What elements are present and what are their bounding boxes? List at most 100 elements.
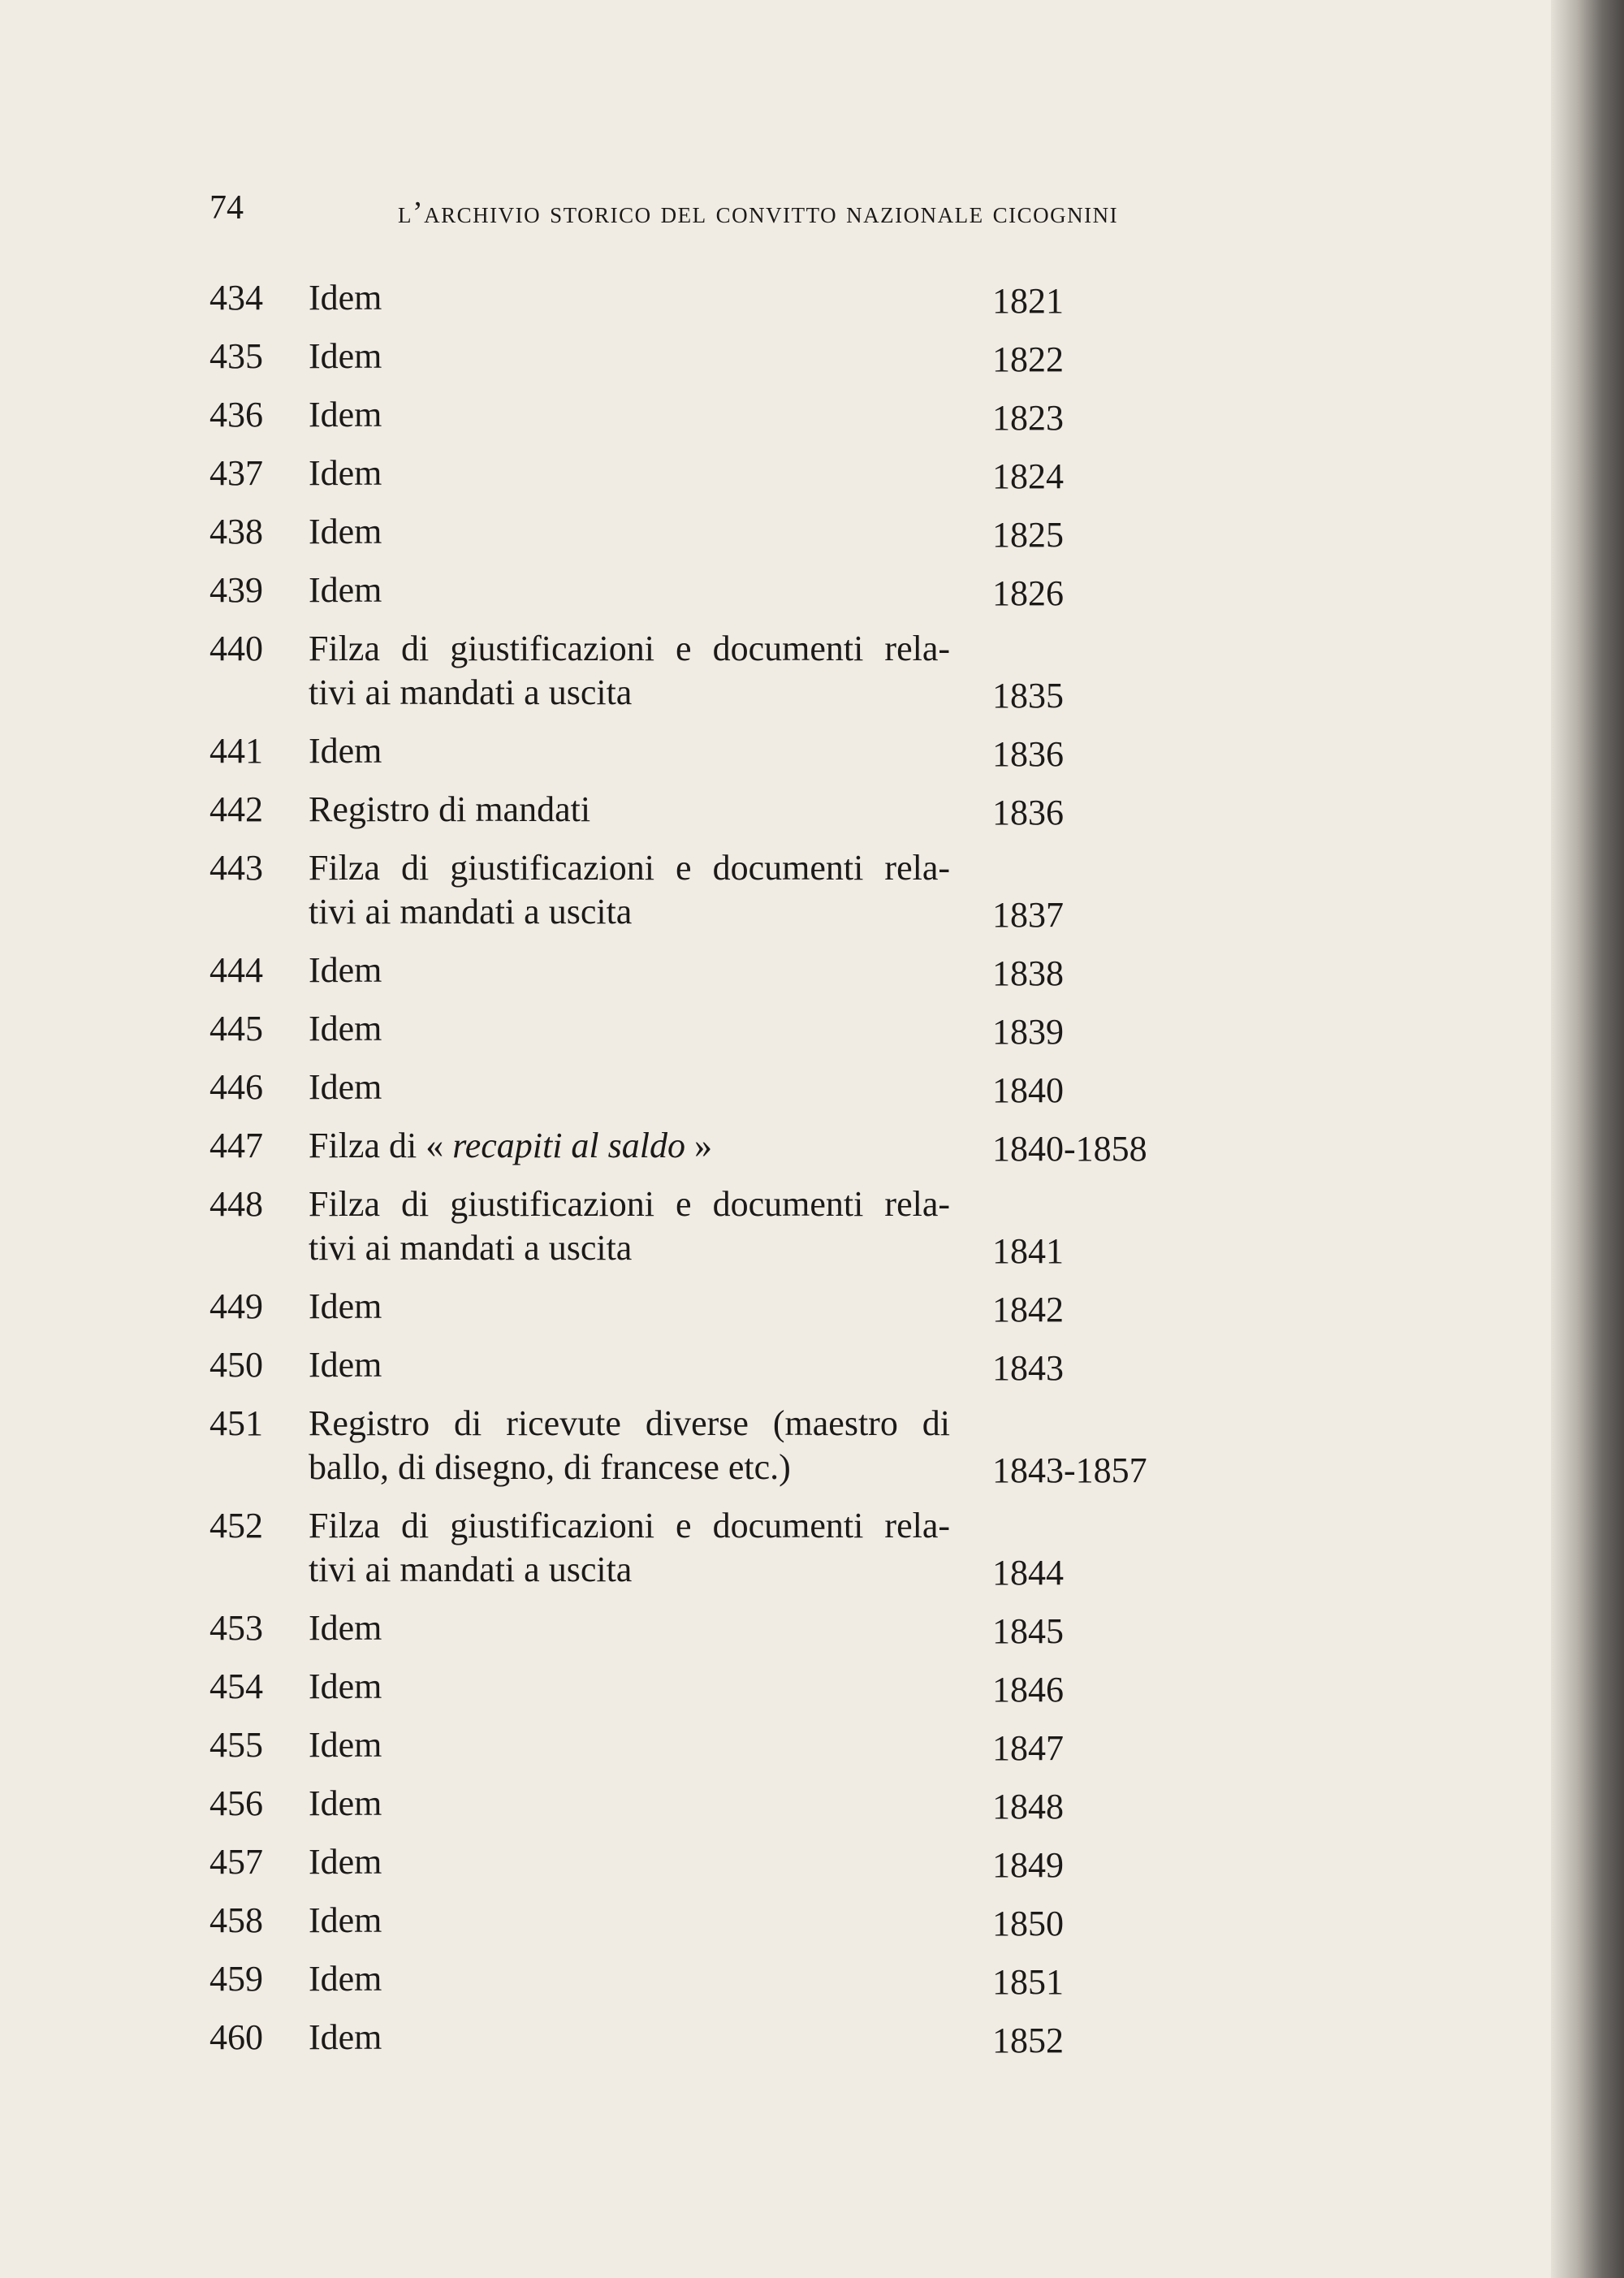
text-segment: Idem: [309, 1725, 382, 1765]
entry-description: Idem: [309, 2016, 950, 2060]
entry-number: 445: [209, 1009, 263, 1048]
description-line: Idem: [309, 1665, 950, 1709]
archive-entry: 434 Idem 1821: [209, 269, 1233, 327]
entry-date: 1821: [992, 281, 1064, 321]
entry-description: Idem: [309, 1285, 950, 1329]
description-line: Registro di mandati: [309, 788, 950, 832]
entry-number: 440: [209, 629, 263, 668]
description-line: tivi ai mandati a uscita: [309, 671, 950, 715]
italic-text: recapiti al saldo: [452, 1126, 685, 1165]
text-segment: ballo, di disegno, di francese etc.): [309, 1447, 791, 1487]
entry-number: 450: [209, 1345, 263, 1385]
description-line: Idem: [309, 949, 950, 992]
entry-description: Idem: [309, 1782, 950, 1826]
entry-number: 452: [209, 1506, 263, 1545]
description-line: tivi ai mandati a uscita: [309, 890, 950, 934]
entry-date: 1841: [992, 1231, 1064, 1271]
description-line: Idem: [309, 1606, 950, 1650]
archive-entry: 440 Filza di giustificazioni e documenti …: [209, 620, 1233, 722]
text-segment: »: [685, 1126, 712, 1165]
entry-description: Idem: [309, 510, 950, 554]
text-segment: Idem: [309, 1345, 382, 1385]
entry-date: 1840-1858: [992, 1129, 1147, 1169]
entry-date: 1836: [992, 793, 1064, 832]
entry-number: 457: [209, 1842, 263, 1882]
entry-number: 439: [209, 570, 263, 610]
description-line: Idem: [309, 510, 950, 554]
entry-number: 448: [209, 1184, 263, 1224]
entry-description: Idem: [309, 1723, 950, 1767]
description-line: Filza di giustificazioni e documenti rel…: [309, 1182, 950, 1226]
archive-entry: 456 Idem 1848: [209, 1774, 1233, 1833]
entry-date: 1843: [992, 1348, 1064, 1388]
description-line: Idem: [309, 568, 950, 612]
description-line: Idem: [309, 1343, 950, 1387]
entry-description: Idem: [309, 1343, 950, 1387]
description-line: Idem: [309, 276, 950, 320]
text-segment: Filza di giustificazioni e documenti rel…: [309, 629, 950, 668]
entry-number: 442: [209, 789, 263, 829]
text-segment: Idem: [309, 395, 382, 434]
archive-entry: 436 Idem 1823: [209, 386, 1233, 444]
description-line: Idem: [309, 729, 950, 773]
text-segment: Registro di ricevute diverse (maestro di: [309, 1403, 950, 1443]
entry-number: 436: [209, 395, 263, 434]
entry-number: 449: [209, 1286, 263, 1326]
description-line: Filza di giustificazioni e documenti rel…: [309, 1504, 950, 1548]
text-segment: Filza di giustificazioni e documenti rel…: [309, 1184, 950, 1224]
entry-date: 1838: [992, 953, 1064, 993]
entry-date: 1849: [992, 1845, 1064, 1885]
archive-entry: 450 Idem 1843: [209, 1336, 1233, 1394]
archive-entry: 454 Idem 1846: [209, 1658, 1233, 1716]
text-segment: Filza di giustificazioni e documenti rel…: [309, 1506, 950, 1545]
entry-number: 458: [209, 1900, 263, 1940]
archive-entry: 452 Filza di giustificazioni e documenti …: [209, 1497, 1233, 1599]
entry-date: 1824: [992, 456, 1064, 496]
description-line: Idem: [309, 1782, 950, 1826]
archive-entry: 435 Idem 1822: [209, 327, 1233, 386]
entry-date: 1842: [992, 1290, 1064, 1329]
entry-number: 456: [209, 1783, 263, 1823]
description-line: Filza di giustificazioni e documenti rel…: [309, 846, 950, 890]
archive-entry: 451 Registro di ricevute diverse (maestro…: [209, 1394, 1233, 1497]
description-line: Idem: [309, 452, 950, 495]
text-segment: tivi ai mandati a uscita: [309, 672, 633, 712]
archive-entry: 453 Idem 1845: [209, 1599, 1233, 1658]
text-segment: Idem: [309, 278, 382, 318]
description-line: Idem: [309, 1285, 950, 1329]
entry-date: 1823: [992, 398, 1064, 438]
entry-date: 1826: [992, 573, 1064, 613]
entry-description: Idem: [309, 276, 950, 320]
entry-description: Filza di giustificazioni e documenti rel…: [309, 846, 950, 934]
entry-description: Idem: [309, 1899, 950, 1943]
entry-description: Filza di giustificazioni e documenti rel…: [309, 627, 950, 715]
entry-date: 1822: [992, 339, 1064, 379]
description-line: tivi ai mandati a uscita: [309, 1226, 950, 1270]
text-segment: Idem: [309, 1286, 382, 1326]
description-line: Idem: [309, 335, 950, 378]
entry-number: 447: [209, 1126, 263, 1165]
entry-number: 441: [209, 731, 263, 771]
entry-number: 443: [209, 848, 263, 888]
entry-description: Idem: [309, 568, 950, 612]
description-line: tivi ai mandati a uscita: [309, 1548, 950, 1592]
entry-number: 434: [209, 278, 263, 318]
entry-description: Idem: [309, 949, 950, 992]
entry-description: Filza di giustificazioni e documenti rel…: [309, 1504, 950, 1592]
entry-date: 1843-1857: [992, 1450, 1147, 1490]
text-segment: Idem: [309, 1959, 382, 1999]
description-line: Filza di « recapiti al saldo »: [309, 1124, 950, 1168]
archive-entry: 455 Idem 1847: [209, 1716, 1233, 1774]
archive-entry: 441 Idem 1836: [209, 722, 1233, 780]
archive-entry: 447 Filza di « recapiti al saldo » 1840-18…: [209, 1117, 1233, 1175]
archive-entry: 439 Idem 1826: [209, 561, 1233, 620]
entry-date: 1844: [992, 1553, 1064, 1593]
archive-entry: 458 Idem 1850: [209, 1891, 1233, 1950]
text-segment: Idem: [309, 1067, 382, 1107]
description-line: Idem: [309, 1007, 950, 1051]
description-line: Idem: [309, 1066, 950, 1109]
description-line: Idem: [309, 1957, 950, 2001]
text-segment: Idem: [309, 950, 382, 990]
entry-number: 444: [209, 950, 263, 990]
entry-number: 446: [209, 1067, 263, 1107]
